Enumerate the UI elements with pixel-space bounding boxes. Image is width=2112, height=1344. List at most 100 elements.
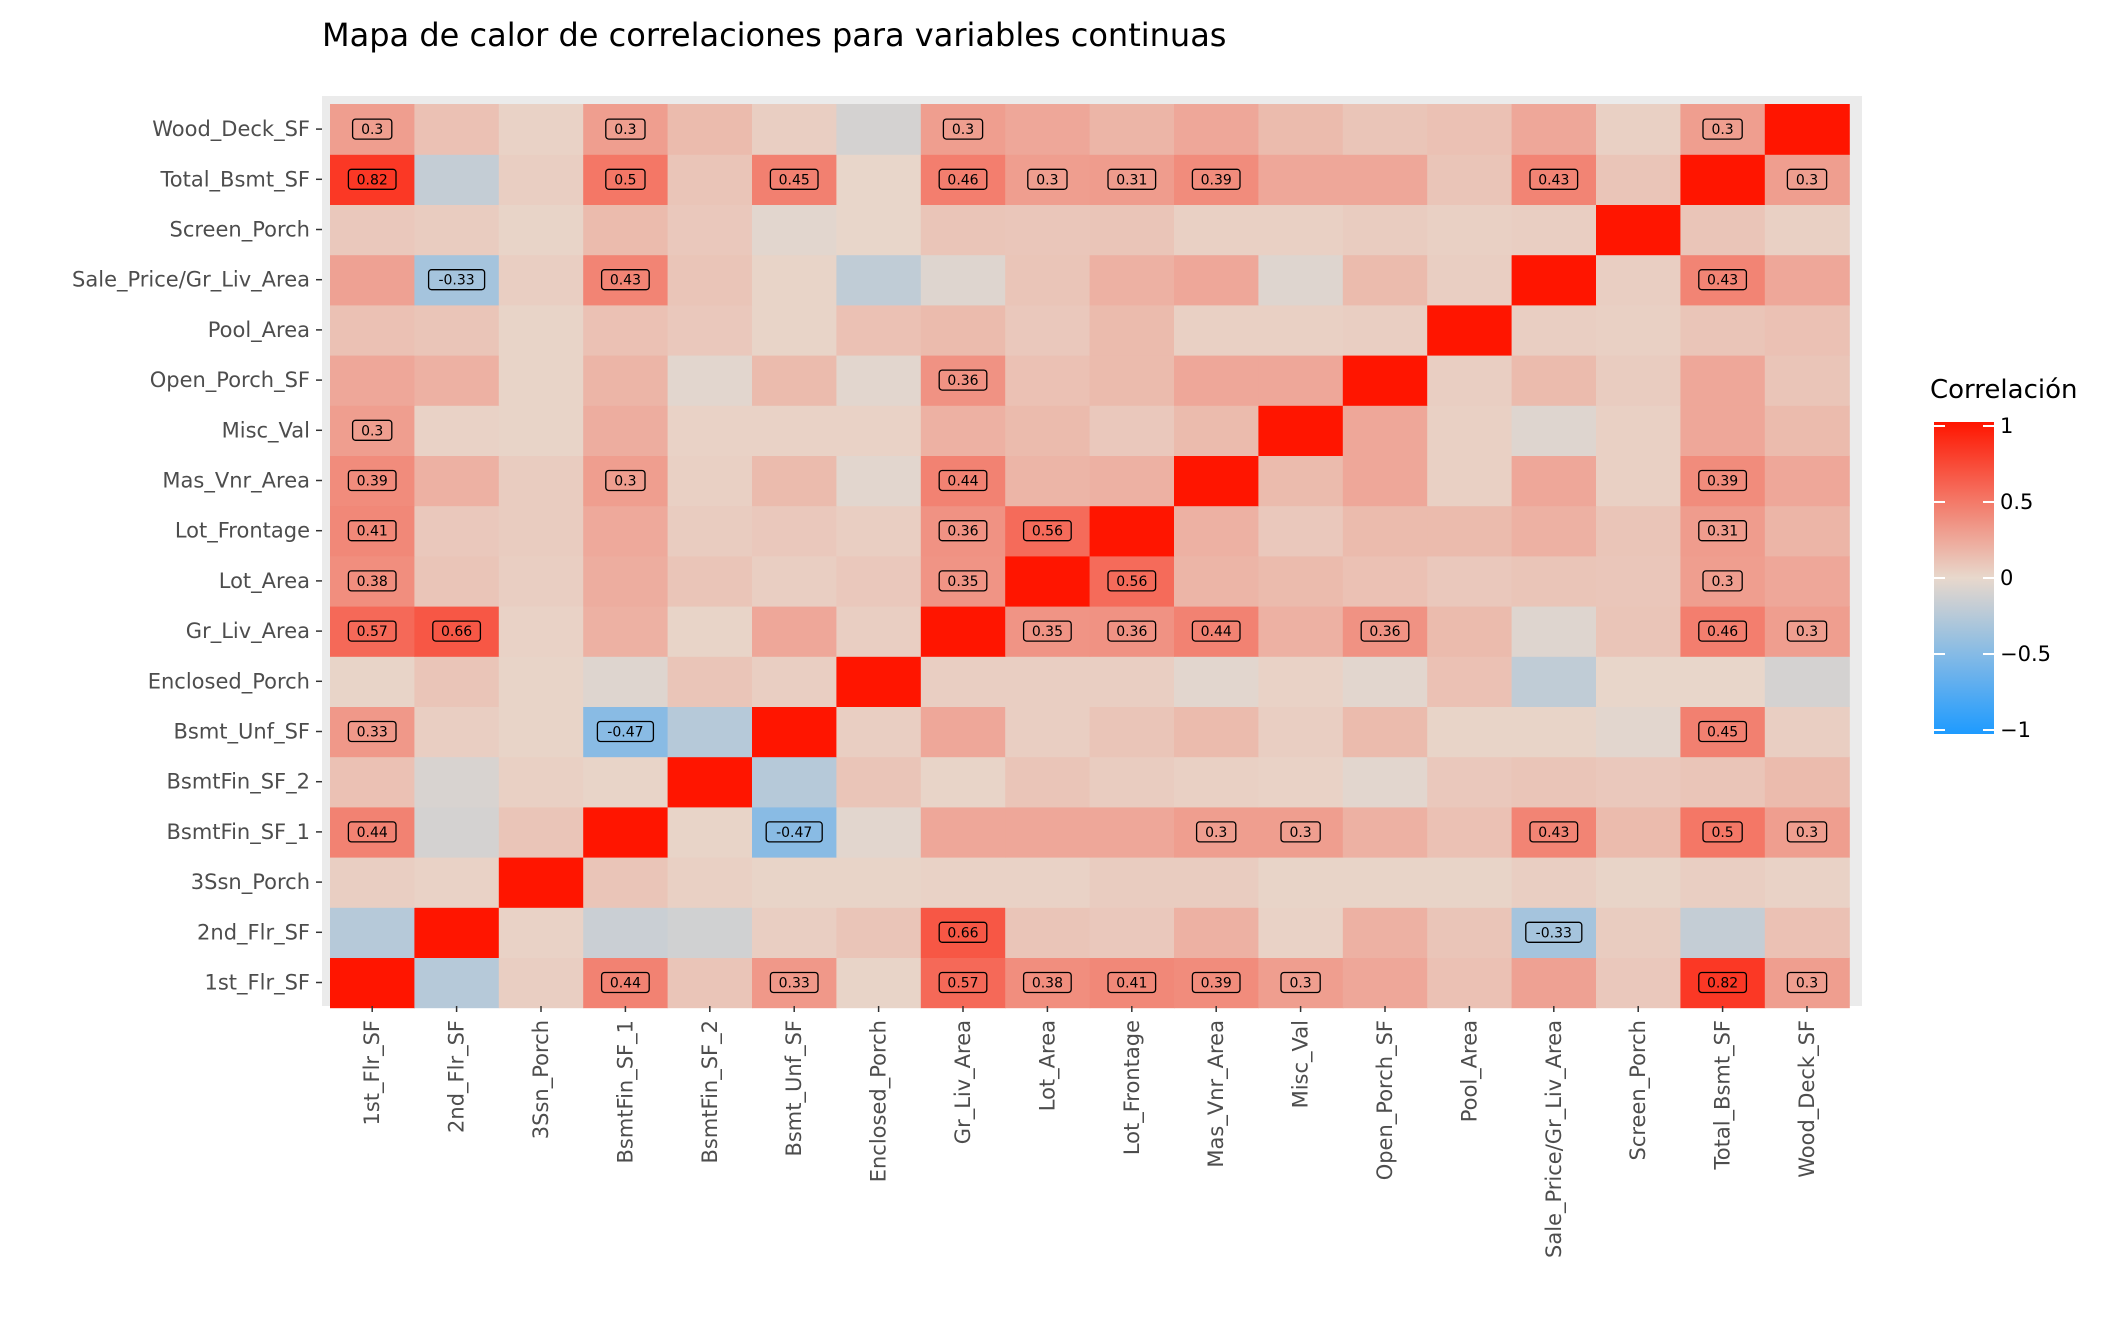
- cell-value-label: 0.36: [947, 524, 978, 540]
- heatmap-cell: [1596, 154, 1681, 205]
- heatmap-cell: [1764, 254, 1850, 306]
- cell-value-label: 0.39: [1201, 976, 1232, 992]
- heatmap-cell: [1596, 606, 1681, 657]
- heatmap-cell: [752, 756, 837, 808]
- cell-label-box: [605, 168, 646, 190]
- legend-tick-label: −1: [2000, 718, 2031, 742]
- heatmap-cell: [1258, 907, 1344, 958]
- heatmap-cell: [1342, 756, 1428, 808]
- heatmap-cell: [1005, 555, 1091, 607]
- heatmap-cell: [583, 405, 669, 456]
- heatmap-cell: [1258, 304, 1344, 356]
- cell-value-label: 0.43: [1538, 825, 1569, 841]
- x-tick-label: 1st_Flr_SF: [360, 1020, 385, 1126]
- heatmap-cell: [1342, 505, 1428, 557]
- heatmap-cell: [414, 154, 500, 205]
- y-tick-label: Misc_Val: [222, 418, 310, 443]
- heatmap-cell: [1596, 405, 1681, 456]
- cell-label-box: [347, 570, 397, 592]
- heatmap-cell: [1427, 806, 1513, 858]
- heatmap-cell: [414, 405, 500, 456]
- heatmap-cell: [1089, 355, 1175, 406]
- y-tick-label: Mas_Vnr_Area: [162, 469, 310, 494]
- heatmap-cell: [498, 104, 584, 155]
- cell-label-box: [1702, 821, 1743, 843]
- cell-label-box: [1786, 620, 1828, 642]
- heatmap-cell: [1511, 304, 1597, 356]
- heatmap-cell: [1258, 706, 1344, 758]
- heatmap-cell: [498, 505, 584, 557]
- cell-label-box: [938, 570, 988, 592]
- cell-label-box: [1698, 720, 1748, 743]
- heatmap-cell: [1258, 455, 1344, 507]
- heatmap-cell: [920, 304, 1006, 356]
- heatmap-cell: [1596, 254, 1681, 306]
- cell-value-label: 0.3: [1289, 825, 1311, 841]
- heatmap-cell: [667, 355, 753, 406]
- heatmap-cell: [667, 204, 753, 256]
- x-tick-label: Bsmt_Unf_SF: [782, 1020, 807, 1157]
- heatmap-cell: [1511, 606, 1597, 657]
- heatmap-cell: [330, 355, 415, 406]
- heatmap-cell: [1511, 204, 1597, 256]
- heatmap-cell: [583, 857, 669, 908]
- heatmap-cell: [752, 405, 837, 456]
- heatmap-cell: [583, 806, 669, 858]
- cell-value-label: 0.3: [1796, 172, 1818, 188]
- cell-label-box: [1698, 269, 1748, 291]
- heatmap-cell: [498, 455, 584, 507]
- heatmap-cell: [1005, 455, 1091, 507]
- heatmap-cell: [836, 756, 922, 808]
- heatmap-cell: [1427, 254, 1513, 306]
- heatmap-cell: [1764, 756, 1850, 808]
- heatmap-cell: [667, 606, 753, 657]
- heatmap-cell: [1089, 857, 1175, 908]
- y-tick-label: 3Ssn_Porch: [191, 870, 310, 895]
- heatmap-cell: [1342, 555, 1428, 607]
- heatmap-cell: [498, 304, 584, 356]
- cell-value-label: 0.82: [1707, 976, 1738, 992]
- cell-label-box: [1280, 971, 1321, 994]
- cell-value-label: 0.3: [1796, 976, 1818, 992]
- cell-value-label: 0.3: [361, 122, 383, 138]
- cell-label-box: [605, 469, 646, 492]
- heatmap-cell: [1005, 907, 1091, 958]
- heatmap-cell: [1511, 756, 1597, 808]
- heatmap-cell: [498, 606, 584, 657]
- heatmap-cell: [667, 304, 753, 356]
- cell-label-box: [347, 168, 397, 190]
- cell-label-box: [347, 469, 397, 492]
- heatmap-cell: [752, 907, 837, 958]
- x-tick-label: Misc_Val: [1289, 1020, 1314, 1108]
- heatmap-cell: [498, 907, 584, 958]
- heatmap-cell: [1089, 204, 1175, 256]
- cell-label-box: [1107, 971, 1157, 994]
- heatmap-cell: [752, 505, 837, 557]
- cell-label-box: [1702, 570, 1743, 592]
- heatmap-cell: [1427, 706, 1513, 758]
- heatmap-cell: [1089, 505, 1175, 557]
- cell-value-label: 0.3: [1711, 574, 1733, 590]
- cell-label-box: [605, 118, 646, 140]
- cell-label-box: [942, 118, 984, 140]
- y-tick-label: Bsmt_Unf_SF: [173, 720, 310, 745]
- x-tick-label: Lot_Frontage: [1120, 1020, 1145, 1155]
- y-tick-label: Wood_Deck_SF: [152, 117, 310, 142]
- x-tick-label: Pool_Area: [1457, 1020, 1482, 1122]
- heatmap-cell: [1764, 405, 1850, 456]
- heatmap-cell: [1005, 857, 1091, 908]
- heatmap-cell: [1427, 455, 1513, 507]
- heatmap-cell: [1596, 907, 1681, 958]
- heatmap-cell: [752, 555, 837, 607]
- heatmap-cell: [667, 907, 753, 958]
- heatmap-cell: [752, 104, 837, 155]
- heatmap-cell: [1427, 154, 1513, 205]
- heatmap-cell: [1596, 756, 1681, 808]
- heatmap-cell: [498, 154, 584, 205]
- heatmap-cell: [1258, 405, 1344, 456]
- cell-label-box: [1280, 821, 1321, 843]
- heatmap-cell: [1764, 455, 1850, 507]
- cell-value-label: 0.35: [947, 574, 978, 590]
- x-tick-label: Wood_Deck_SF: [1795, 1020, 1820, 1178]
- cell-value-label: 0.57: [947, 976, 978, 992]
